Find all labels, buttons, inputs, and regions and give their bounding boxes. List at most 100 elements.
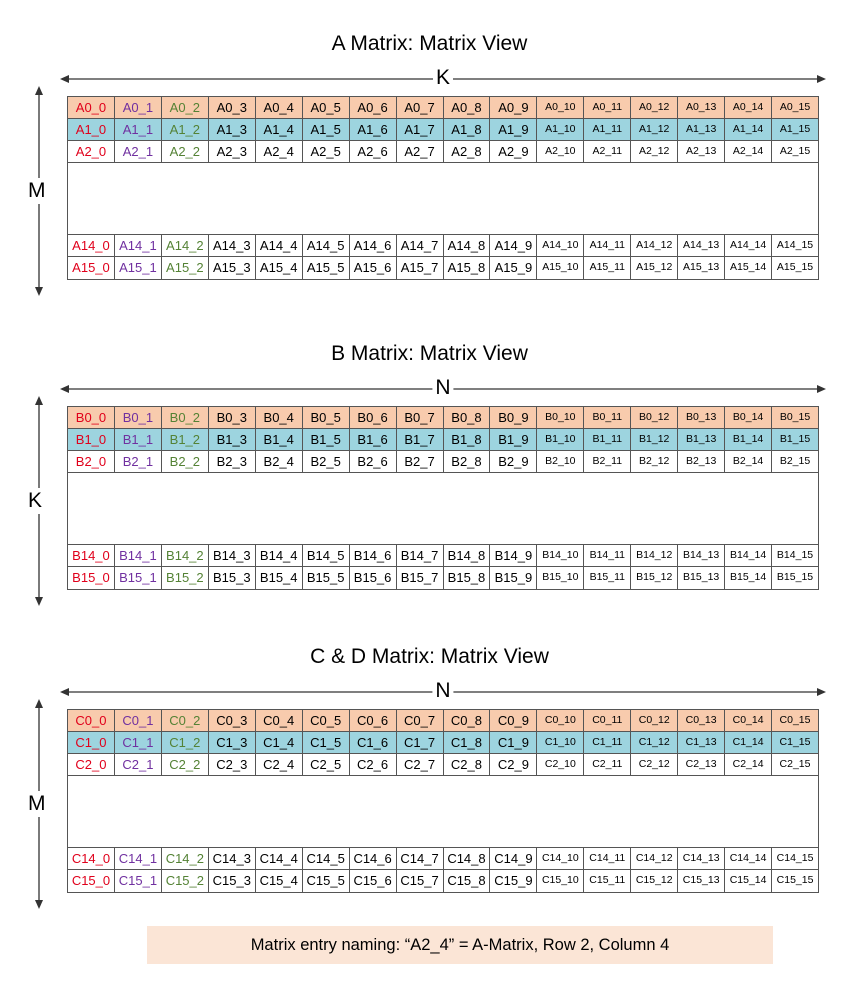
matrix-cell: C0_6 bbox=[350, 710, 397, 731]
matrix-cell: C0_12 bbox=[631, 710, 679, 731]
matrix-cell: A2_13 bbox=[678, 141, 726, 162]
matrix-cell: B1_14 bbox=[725, 429, 773, 450]
matrix-cell: C14_2 bbox=[162, 848, 209, 869]
matrix-cell: A2_4 bbox=[256, 141, 303, 162]
matrix-cell: A0_11 bbox=[584, 97, 632, 118]
matrix-cell: C1_8 bbox=[444, 732, 491, 753]
matrix-cell: B15_8 bbox=[444, 567, 491, 589]
matrix-cell: B1_10 bbox=[537, 429, 585, 450]
matrix-cell: C1_15 bbox=[779, 736, 811, 748]
matrix-cell: C15_14 bbox=[725, 870, 773, 892]
matrix-cell: B14_8 bbox=[444, 545, 491, 566]
matrix-cell: B15_7 bbox=[397, 567, 444, 589]
matrix-cell: A1_9 bbox=[490, 119, 538, 140]
matrix-cell: C14_15 bbox=[776, 852, 814, 864]
matrix-cell: A15_0 bbox=[68, 257, 115, 279]
matrix-cell: B15_1 bbox=[115, 567, 162, 589]
matrix-cell: C1_14 bbox=[725, 732, 773, 753]
matrix-cell: A2_5 bbox=[303, 141, 350, 162]
matrix-cell: C0_13 bbox=[678, 710, 726, 731]
matrix-cell: A0_6 bbox=[350, 97, 397, 118]
matrix-grid: B0_0 B0_1 B0_2 B0_3 B0_4 B0_5 B0_6 B0_7 B0_8 B0_9… bbox=[67, 406, 819, 590]
matrix-cell: C0_2 bbox=[162, 710, 209, 731]
matrix-cell: A2_6 bbox=[350, 141, 397, 162]
horizontal-dimension-label: N bbox=[432, 377, 454, 399]
matrix-cell: C1_10 bbox=[537, 732, 585, 753]
matrix-cell: A15_3 bbox=[209, 257, 256, 279]
matrix-cell: C15_5 bbox=[303, 870, 350, 892]
matrix-row: A1_0 A1_1 A1_2 A1_3 A1_4 A1_5 A1_6 A1_7 A1_8 A1_9… bbox=[68, 119, 818, 141]
matrix-cell: C14_13 bbox=[678, 848, 726, 869]
matrix-cell: C2_12 bbox=[631, 754, 679, 775]
matrix-cell: A0_10 bbox=[537, 97, 585, 118]
matrix-cell: A1_1 bbox=[115, 119, 162, 140]
vertical-dimension-arrow: M bbox=[28, 86, 62, 296]
matrix-cell: B2_3 bbox=[209, 451, 256, 472]
matrix-cell: C14_6 bbox=[350, 848, 397, 869]
matrix-row: B2_0 B2_1 B2_2 B2_3 B2_4 B2_5 B2_6 B2_7 B2_8 B2_9… bbox=[68, 451, 818, 473]
matrix-cell: B15_14 bbox=[725, 567, 773, 589]
matrix-cell: A0_12 bbox=[631, 97, 679, 118]
matrix-cell: C15_10 bbox=[537, 870, 585, 892]
matrix-cell: A14_10 bbox=[537, 235, 585, 256]
matrix-cell: C0_15 bbox=[779, 714, 811, 726]
matrix-cell: C14_4 bbox=[256, 848, 303, 869]
matrix-cell: A1_10 bbox=[537, 119, 585, 140]
matrix-cell: B1_1 bbox=[115, 429, 162, 450]
matrix-cell: A2_8 bbox=[444, 141, 491, 162]
matrix-cell: B1_3 bbox=[209, 429, 256, 450]
matrix-cell: B1_9 bbox=[490, 429, 538, 450]
matrix-cell: C15_7 bbox=[397, 870, 444, 892]
horizontal-dimension-arrow: N bbox=[60, 377, 826, 399]
matrix-cell: A15_2 bbox=[162, 257, 209, 279]
matrix-cell: A14_3 bbox=[209, 235, 256, 256]
matrix-cell: B14_13 bbox=[678, 545, 726, 566]
matrix-cell: C0_1 bbox=[115, 710, 162, 731]
matrix-title: C & D Matrix: Matrix View bbox=[310, 645, 549, 668]
matrix-cell: A14_13 bbox=[678, 235, 726, 256]
horizontal-dimension-label: N bbox=[432, 680, 454, 702]
matrix-cell: C2_9 bbox=[490, 754, 538, 775]
matrix-cell: C14_8 bbox=[444, 848, 491, 869]
matrix-cell: B2_11 bbox=[584, 451, 632, 472]
matrix-cell: A14_2 bbox=[162, 235, 209, 256]
matrix-cell: C15_11 bbox=[584, 870, 632, 892]
matrix-cell: C1_2 bbox=[162, 732, 209, 753]
matrix-cell: C15_12 bbox=[631, 870, 679, 892]
matrix-cell: C15_6 bbox=[350, 870, 397, 892]
matrix-cell: B1_7 bbox=[397, 429, 444, 450]
matrix-cell: B2_8 bbox=[444, 451, 491, 472]
elided-rows-gap bbox=[68, 776, 818, 848]
vertical-dimension-label: K bbox=[28, 488, 43, 514]
matrix-row: B15_0 B15_1 B15_2 B15_3 B15_4 B15_5 B15_6 B15_7… bbox=[68, 567, 818, 589]
naming-note: Matrix entry naming: “A2_4” = A-Matrix, … bbox=[147, 926, 773, 964]
matrix-cell: C0_3 bbox=[209, 710, 256, 731]
matrix-cell: C14_3 bbox=[209, 848, 256, 869]
matrix-cell: C14_10 bbox=[537, 848, 585, 869]
matrix-cell: A0_8 bbox=[444, 97, 491, 118]
matrix-grid: C0_0 C0_1 C0_2 C0_3 C0_4 C0_5 C0_6 C0_7 C0_8 C0_9… bbox=[67, 709, 819, 893]
matrix-cell: B14_7 bbox=[397, 545, 444, 566]
matrix-cell: C2_8 bbox=[444, 754, 491, 775]
matrix-cell: B14_11 bbox=[584, 545, 632, 566]
matrix-cell: C0_4 bbox=[256, 710, 303, 731]
matrix-cell: A0_7 bbox=[397, 97, 444, 118]
matrix-cell: B14_14 bbox=[725, 545, 773, 566]
matrix-cell: A2_7 bbox=[397, 141, 444, 162]
horizontal-dimension-arrow: N bbox=[60, 680, 826, 702]
matrix-row: C14_0 C14_1 C14_2 C14_3 C14_4 C14_5 C14_6 C14_7… bbox=[68, 848, 818, 870]
matrix-cell: C2_14 bbox=[725, 754, 773, 775]
matrix-cell: B0_3 bbox=[209, 407, 256, 428]
matrix-cell: A1_0 bbox=[68, 119, 115, 140]
matrix-cell: B1_4 bbox=[256, 429, 303, 450]
matrix-row: C15_0 C15_1 C15_2 C15_3 C15_4 C15_5 C15_6 C15_7… bbox=[68, 870, 818, 892]
matrix-cell: B0_12 bbox=[631, 407, 679, 428]
matrix-cell: C14_14 bbox=[725, 848, 773, 869]
matrix-cell: A2_0 bbox=[68, 141, 115, 162]
matrix-cell: C15_13 bbox=[678, 870, 726, 892]
matrix-cell: A15_13 bbox=[678, 257, 726, 279]
matrix-cell: C15_0 bbox=[68, 870, 115, 892]
matrix-cell: B1_8 bbox=[444, 429, 491, 450]
matrix-cell: A15_9 bbox=[490, 257, 538, 279]
elided-rows-gap bbox=[68, 163, 818, 235]
